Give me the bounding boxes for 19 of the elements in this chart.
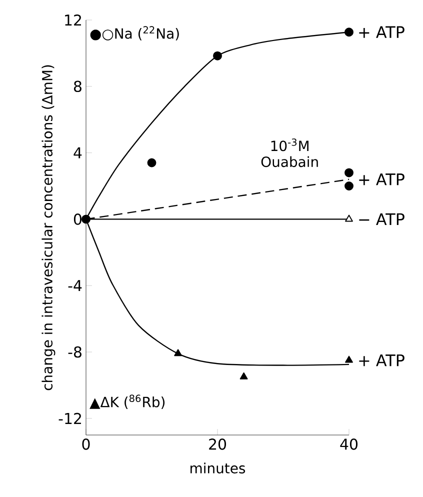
y-tick-label: -8: [68, 346, 82, 358]
y-tick-label: 12: [65, 14, 81, 26]
y-axis-title: change in intravesicular concentrations (ΔmM): [42, 65, 56, 390]
y-tick-label: -12: [58, 412, 81, 424]
series-label: + ATP: [359, 174, 404, 186]
y-tick-label: -4: [68, 280, 82, 292]
x-tick-label: 40: [340, 438, 358, 450]
y-tick-label: 4: [74, 147, 82, 158]
annotation: 10$^{-3}$M Ouabain: [261, 138, 318, 168]
x-tick-label: 0: [82, 438, 90, 450]
y-tick-label: 8: [74, 80, 82, 92]
annotation: ●○Na ($^{22}$Na): [90, 26, 179, 40]
series-label: + ATP: [359, 26, 404, 38]
y-tick-label: 0: [74, 214, 82, 225]
series-label: − ATP: [359, 213, 404, 226]
annotation: ▲ΔK ($^{86}$Rb): [90, 394, 165, 409]
x-tick-label: 20: [209, 438, 226, 450]
series-label: + ATP: [359, 354, 404, 366]
x-axis-title: minutes: [190, 462, 246, 474]
